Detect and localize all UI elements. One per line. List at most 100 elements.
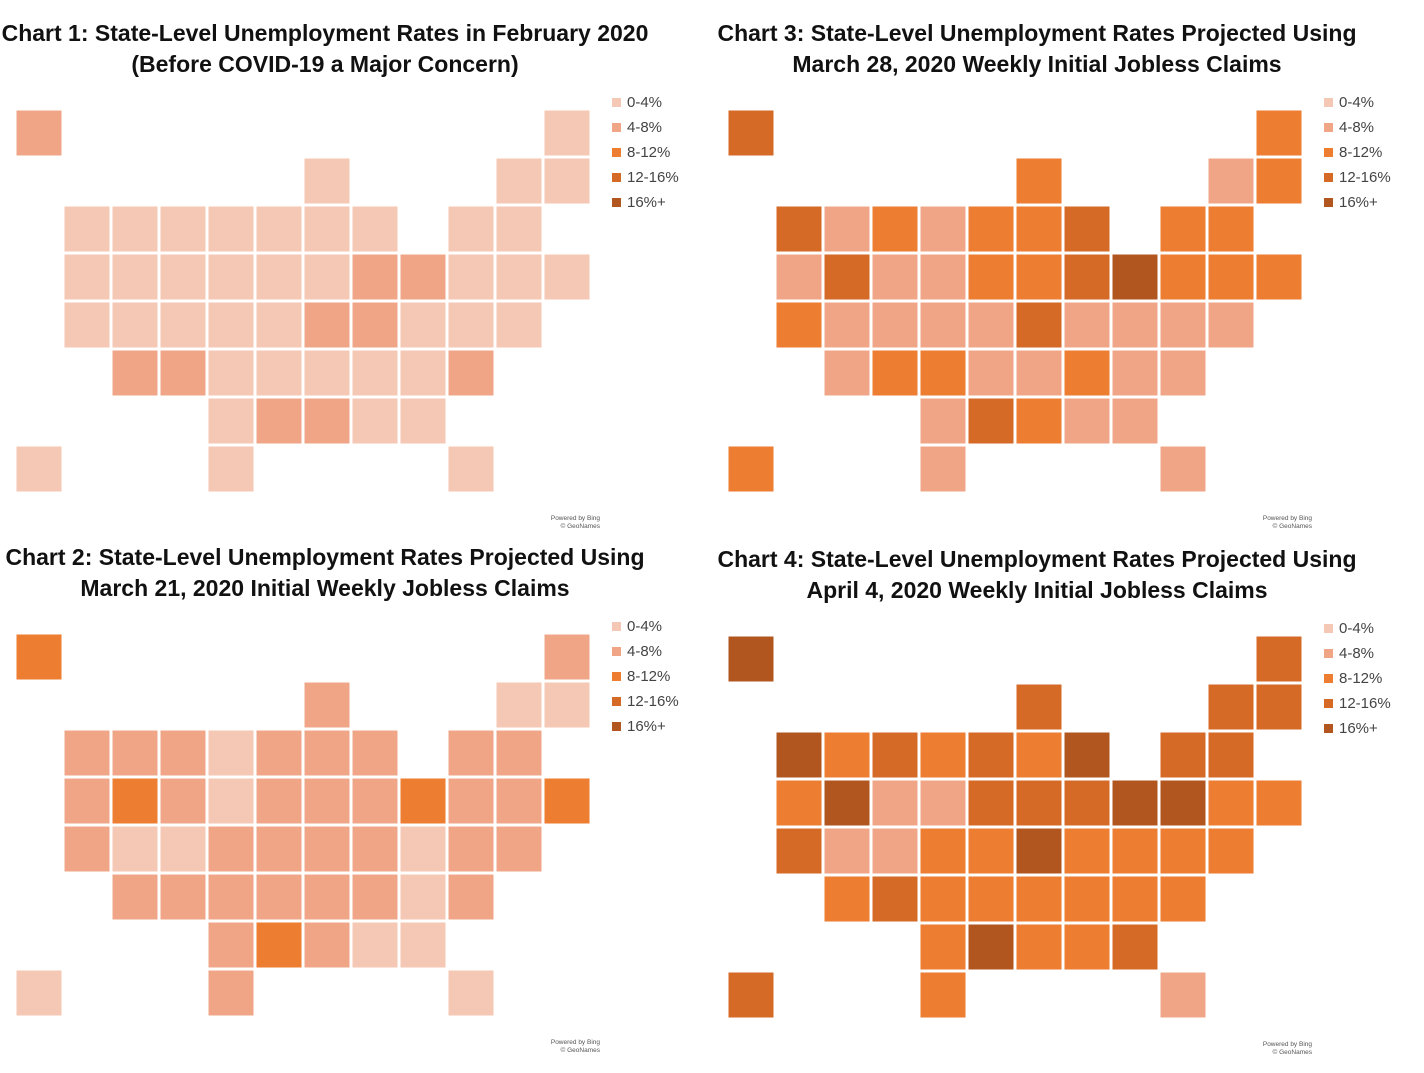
state-pa: [399, 777, 447, 825]
legend: 0-4% 4-8% 8-12% 12-16% 16%+: [612, 614, 679, 739]
state-mt: [159, 729, 207, 777]
state-ma: [1207, 205, 1255, 253]
state-ks: [919, 875, 967, 923]
state-ne: [919, 827, 967, 875]
legend-swatch: [1324, 98, 1333, 107]
state-sc: [1111, 349, 1159, 397]
state-ct: [1207, 779, 1255, 827]
state-nc: [1063, 875, 1111, 923]
legend-swatch: [1324, 624, 1333, 633]
state-ky: [1015, 301, 1063, 349]
legend-item: 4-8%: [612, 639, 679, 664]
state-or: [775, 253, 823, 301]
state-la: [967, 397, 1015, 445]
state-mi: [1063, 731, 1111, 779]
legend-item: 4-8%: [1324, 115, 1391, 140]
state-al: [351, 921, 399, 969]
legend-item: 8-12%: [612, 664, 679, 689]
state-ca: [63, 301, 111, 349]
state-mi: [351, 205, 399, 253]
state-ok: [207, 397, 255, 445]
state-mo: [967, 827, 1015, 875]
state-ut: [111, 301, 159, 349]
legend-item: 12-16%: [1324, 165, 1391, 190]
state-az: [823, 875, 871, 923]
legend-item: 16%+: [1324, 190, 1391, 215]
state-wi: [1015, 683, 1063, 731]
state-wa: [63, 205, 111, 253]
state-nd: [207, 205, 255, 253]
state-ca: [775, 827, 823, 875]
state-nm: [159, 873, 207, 921]
chart-title-line: Chart 2: State-Level Unemployment Rates …: [5, 544, 645, 570]
state-ky: [303, 825, 351, 873]
state-me: [543, 109, 591, 157]
state-fl: [1159, 971, 1207, 1019]
legend-label: 12-16%: [627, 169, 679, 186]
chart-2-panel: Chart 2: State-Level Unemployment Rates …: [0, 524, 712, 1060]
state-ga: [1111, 397, 1159, 445]
state-me: [1255, 109, 1303, 157]
state-wa: [775, 731, 823, 779]
state-sc: [1111, 875, 1159, 923]
state-mn: [255, 205, 303, 253]
state-or: [775, 779, 823, 827]
state-ar: [967, 875, 1015, 923]
state-ut: [823, 827, 871, 875]
chart-4-panel: Chart 4: State-Level Unemployment Rates …: [712, 526, 1424, 1062]
state-nc: [1063, 349, 1111, 397]
chart-3-panel: Chart 3: State-Level Unemployment Rates …: [712, 0, 1424, 536]
state-or: [63, 777, 111, 825]
us-state-map: [15, 633, 591, 1017]
state-ct: [1207, 253, 1255, 301]
chart-title: Chart 4: State-Level Unemployment Rates …: [712, 544, 1362, 606]
state-ms: [1015, 923, 1063, 971]
legend-swatch: [1324, 148, 1333, 157]
state-dc: [447, 873, 495, 921]
state-in: [1015, 253, 1063, 301]
legend-swatch: [612, 198, 621, 207]
state-ca: [63, 825, 111, 873]
state-co: [159, 301, 207, 349]
state-oh: [351, 777, 399, 825]
state-mo: [967, 301, 1015, 349]
state-ky: [1015, 827, 1063, 875]
legend-label: 12-16%: [627, 693, 679, 710]
state-mn: [967, 731, 1015, 779]
legend-item: 0-4%: [612, 90, 679, 115]
state-in: [303, 777, 351, 825]
state-oh: [1063, 779, 1111, 827]
state-va: [399, 825, 447, 873]
state-va: [1111, 827, 1159, 875]
legend-label: 0-4%: [1339, 620, 1375, 637]
legend-label: 16%+: [1339, 194, 1378, 211]
state-wa: [775, 205, 823, 253]
state-la: [967, 923, 1015, 971]
state-ia: [967, 779, 1015, 827]
legend-item: 0-4%: [1324, 90, 1391, 115]
state-sd: [919, 253, 967, 301]
state-ia: [255, 777, 303, 825]
state-ga: [1111, 923, 1159, 971]
legend-label: 12-16%: [1339, 169, 1391, 186]
state-wv: [1063, 827, 1111, 875]
state-tx: [919, 971, 967, 1019]
state-az: [823, 349, 871, 397]
legend-item: 16%+: [612, 714, 679, 739]
state-fl: [447, 445, 495, 493]
legend-label: 4-8%: [1339, 645, 1375, 662]
state-ok: [919, 923, 967, 971]
state-hi: [727, 445, 775, 493]
legend: 0-4% 4-8% 8-12% 12-16% 16%+: [1324, 616, 1391, 741]
state-ri: [543, 253, 591, 301]
map-attribution: Powered by Bing © GeoNames: [540, 515, 600, 531]
state-fl: [447, 969, 495, 1017]
state-la: [255, 921, 303, 969]
state-wv: [351, 825, 399, 873]
state-ok: [919, 397, 967, 445]
map-attribution: Powered by Bing © GeoNames: [1252, 1041, 1312, 1057]
legend-swatch: [1324, 173, 1333, 182]
state-wy: [159, 253, 207, 301]
state-wi: [303, 681, 351, 729]
legend-item: 4-8%: [1324, 641, 1391, 666]
